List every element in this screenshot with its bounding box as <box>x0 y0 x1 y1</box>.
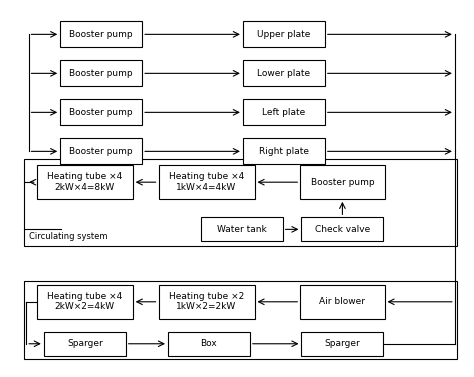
FancyBboxPatch shape <box>168 332 250 356</box>
Text: Booster pump: Booster pump <box>69 30 133 39</box>
FancyBboxPatch shape <box>243 138 325 164</box>
FancyBboxPatch shape <box>243 100 325 126</box>
Text: Sparger: Sparger <box>67 339 103 348</box>
FancyBboxPatch shape <box>301 217 383 241</box>
Text: Booster pump: Booster pump <box>69 69 133 78</box>
Text: Heating tube ×2
1kW×2=2kW: Heating tube ×2 1kW×2=2kW <box>169 292 244 311</box>
FancyBboxPatch shape <box>158 285 255 319</box>
FancyBboxPatch shape <box>60 21 142 48</box>
FancyBboxPatch shape <box>243 60 325 86</box>
Text: Heating tube ×4
1kW×4=4kW: Heating tube ×4 1kW×4=4kW <box>169 173 244 192</box>
Text: Right plate: Right plate <box>259 147 309 156</box>
FancyBboxPatch shape <box>60 100 142 126</box>
Text: Upper plate: Upper plate <box>257 30 310 39</box>
Text: Heating tube ×4
2kW×4=8kW: Heating tube ×4 2kW×4=8kW <box>47 173 122 192</box>
Text: Booster pump: Booster pump <box>69 108 133 117</box>
Text: Booster pump: Booster pump <box>310 178 374 187</box>
FancyBboxPatch shape <box>243 21 325 48</box>
FancyBboxPatch shape <box>301 332 383 356</box>
Text: Circulating system: Circulating system <box>28 231 107 241</box>
FancyBboxPatch shape <box>37 285 133 319</box>
FancyBboxPatch shape <box>44 332 126 356</box>
FancyBboxPatch shape <box>60 138 142 164</box>
FancyBboxPatch shape <box>37 166 133 199</box>
Text: Sparger: Sparger <box>325 339 360 348</box>
Text: Booster pump: Booster pump <box>69 147 133 156</box>
FancyBboxPatch shape <box>201 217 283 241</box>
FancyBboxPatch shape <box>300 166 384 199</box>
Text: Heating tube ×4
2kW×2=4kW: Heating tube ×4 2kW×2=4kW <box>47 292 122 311</box>
Text: Air blower: Air blower <box>319 297 365 306</box>
Text: Check valve: Check valve <box>315 225 370 234</box>
FancyBboxPatch shape <box>158 166 255 199</box>
Text: Left plate: Left plate <box>262 108 305 117</box>
FancyBboxPatch shape <box>60 60 142 86</box>
FancyBboxPatch shape <box>300 285 384 319</box>
Text: Lower plate: Lower plate <box>257 69 310 78</box>
Text: Box: Box <box>201 339 217 348</box>
Text: Water tank: Water tank <box>217 225 266 234</box>
